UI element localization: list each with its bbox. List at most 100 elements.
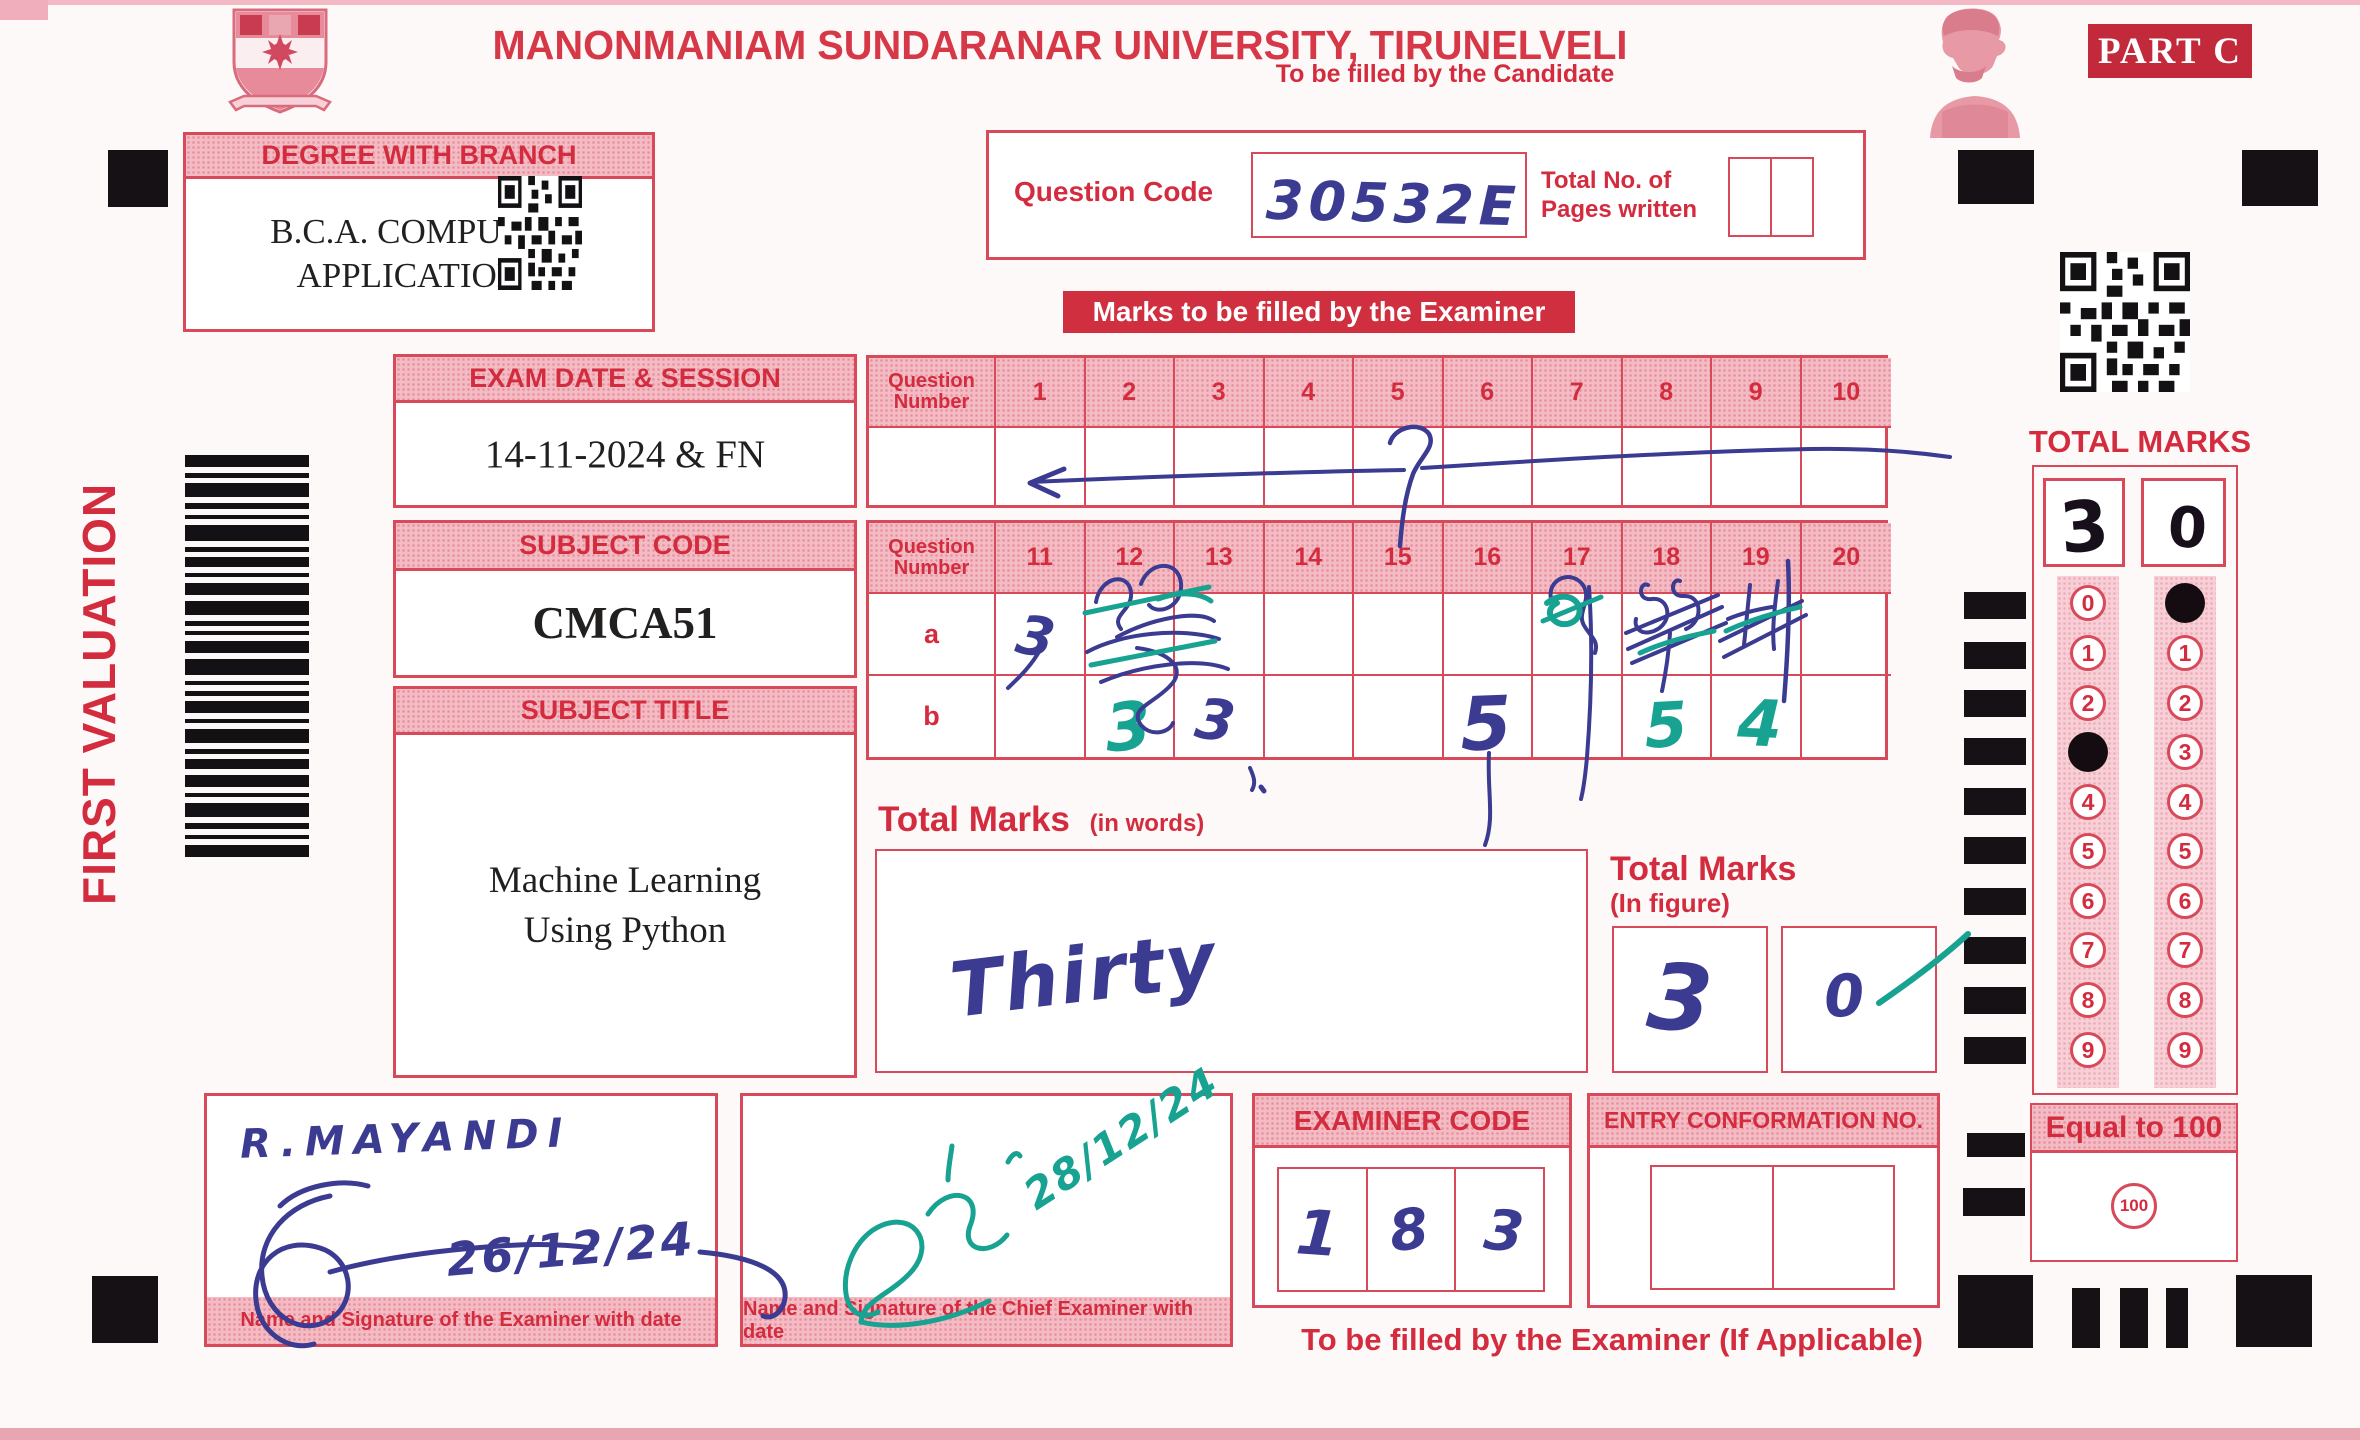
- total-marks-title: TOTAL MARKS: [2028, 424, 2252, 459]
- timing-mark: [1964, 642, 2026, 669]
- bubble-digit: 7: [2081, 936, 2095, 963]
- subject-title-line2: Using Python: [523, 910, 727, 951]
- mark-cell-b18: 5: [1623, 676, 1712, 763]
- top-left-smudge: [0, 0, 48, 20]
- mark-cell-b19: 4: [1712, 676, 1802, 762]
- registration-mark: [92, 1276, 158, 1343]
- timing-mark: [1964, 690, 2026, 717]
- mark-cell-a17: [1533, 594, 1623, 676]
- bubble-digit: 1: [2178, 639, 2192, 666]
- hundred-bubble: 100: [2111, 1182, 2157, 1229]
- omr-tens-bubble-7: 7: [2070, 932, 2106, 968]
- bubble-digit: 8: [2178, 986, 2192, 1013]
- mark-cell-a20: [1801, 594, 1891, 676]
- table1-cell: [1623, 428, 1712, 505]
- subject-code-box: SUBJECT CODE CMCA51: [393, 520, 857, 678]
- mark-cell-a12: [1085, 594, 1175, 676]
- b13-dot: [1258, 784, 1267, 794]
- hundred-label: 100: [2119, 1195, 2149, 1215]
- valuation-label: FIRST VALUATION: [73, 482, 125, 905]
- timing-mark: [1964, 837, 2026, 864]
- total-words-box: [875, 849, 1588, 1073]
- registration-mark: [2120, 1288, 2148, 1348]
- omr-units-bubble-5: 5: [2167, 833, 2203, 869]
- bubble-digit: 9: [2178, 1036, 2192, 1063]
- table1-cell: [1444, 428, 1533, 505]
- top-edge-line: [0, 0, 2360, 5]
- bubble-digit: 4: [2178, 788, 2192, 815]
- registration-mark: [2166, 1288, 2188, 1348]
- bubble-digit: 1: [2081, 639, 2095, 666]
- examiner-code-cells: 1 8 3: [1277, 1167, 1545, 1292]
- timing-mark: [1964, 738, 2026, 765]
- omr-tens-bubble-8: 8: [2070, 982, 2106, 1018]
- omr-tens-bubble-6: 6: [2070, 883, 2106, 919]
- timing-mark: [1964, 987, 2026, 1014]
- bubble-digit: 2: [2178, 689, 2192, 716]
- mark-cell-b14: [1265, 676, 1354, 757]
- figure-box-tens: [1612, 926, 1768, 1073]
- omr-tens-bubble-1: 1: [2070, 635, 2106, 671]
- timing-mark: [1964, 888, 2026, 915]
- omr-units-bubble-3: 3: [2167, 734, 2203, 770]
- pages-cell-1: [1730, 159, 1772, 235]
- table1-col-7: 7: [1533, 358, 1623, 428]
- mark-b13: 3: [1191, 685, 1239, 756]
- degree-branch-label: DEGREE WITH BRANCH: [261, 140, 577, 170]
- timing-mark: [1964, 592, 2026, 619]
- part-badge: PART C: [2088, 24, 2252, 78]
- omr-tens-bubble-4: 4: [2070, 784, 2106, 820]
- degree-branch-box: DEGREE WITH BRANCH B.C.A. COMPUTER APPLI…: [183, 132, 655, 332]
- omr-units-bubble-8: 8: [2167, 982, 2203, 1018]
- total-words-title: Total Marks: [878, 800, 1070, 839]
- omr-units-digit-box: [2141, 478, 2226, 567]
- mark-cell-a19: [1712, 594, 1802, 676]
- omr-tens-bubble-2: 2: [2070, 685, 2106, 721]
- bubble-digit: 3: [2082, 739, 2095, 766]
- exam-date-header: EXAM DATE & SESSION: [396, 357, 854, 403]
- table2-col-12: 12: [1085, 523, 1175, 594]
- pages-label-line1: Total No. of: [1541, 167, 1672, 194]
- registration-mark: [2072, 1288, 2100, 1348]
- table2-corner: Question Number: [869, 523, 996, 594]
- examiner-code-d3: 3: [1480, 1196, 1527, 1266]
- equal-100-header: Equal to 100: [2032, 1105, 2236, 1153]
- bubble-digit: 3: [2178, 738, 2192, 765]
- question-code-box: [1251, 152, 1527, 238]
- table2-col-11: 11: [996, 523, 1086, 594]
- table2-col-13: 13: [1175, 523, 1265, 594]
- mark-cell-b20: [1802, 676, 1892, 757]
- examiner-code-header: EXAMINER CODE: [1255, 1096, 1569, 1148]
- entry-cell-2: [1774, 1167, 1894, 1288]
- table1-cell: [1175, 428, 1265, 505]
- valuation-stamp: FIRST VALUATION: [72, 455, 132, 905]
- chief-sign-label-band: Name and Signature of the Chief Examiner…: [740, 1297, 1233, 1347]
- bubble-digit: 6: [2178, 887, 2192, 914]
- mark-cell-a16: [1443, 594, 1533, 676]
- table1-cell: [1533, 428, 1623, 505]
- table2-col-19: 19: [1712, 523, 1802, 594]
- page-title: MANONMANIAM SUNDARANAR UNIVERSITY, TIRUN…: [492, 22, 1628, 68]
- bubble-digit: 5: [2081, 837, 2095, 864]
- table2-col-14: 14: [1264, 523, 1354, 594]
- examiner-banner-label: Marks to be filled by the Examiner: [1092, 296, 1546, 327]
- omr-units-bubble-9: 9: [2167, 1032, 2203, 1068]
- equal-100-body: 100: [2032, 1153, 2236, 1258]
- mark-b18: 5: [1642, 687, 1690, 763]
- omr-tens-bubble-3: 3: [2070, 734, 2106, 770]
- table1-col-10: 10: [1801, 358, 1891, 428]
- registration-mark: [1958, 150, 2034, 204]
- timing-mark: [1964, 937, 2026, 964]
- mark-cell-b13: 3: [1175, 676, 1265, 757]
- omr-units-bubble-0: 0: [2167, 585, 2203, 621]
- total-figure-title: Total Marks: [1610, 850, 1797, 888]
- subject-code-label: SUBJECT CODE: [519, 530, 731, 560]
- qr-code-right: [2060, 252, 2190, 392]
- figure-tens-value: 3: [1643, 942, 1717, 1055]
- part-badge-label: PART C: [2098, 30, 2242, 72]
- pages-cell-2: [1772, 159, 1812, 235]
- subject-code-value: CMCA51: [532, 598, 718, 648]
- entry-cell-1: [1652, 1167, 1774, 1288]
- total-words-sub: (in words): [1089, 810, 1205, 837]
